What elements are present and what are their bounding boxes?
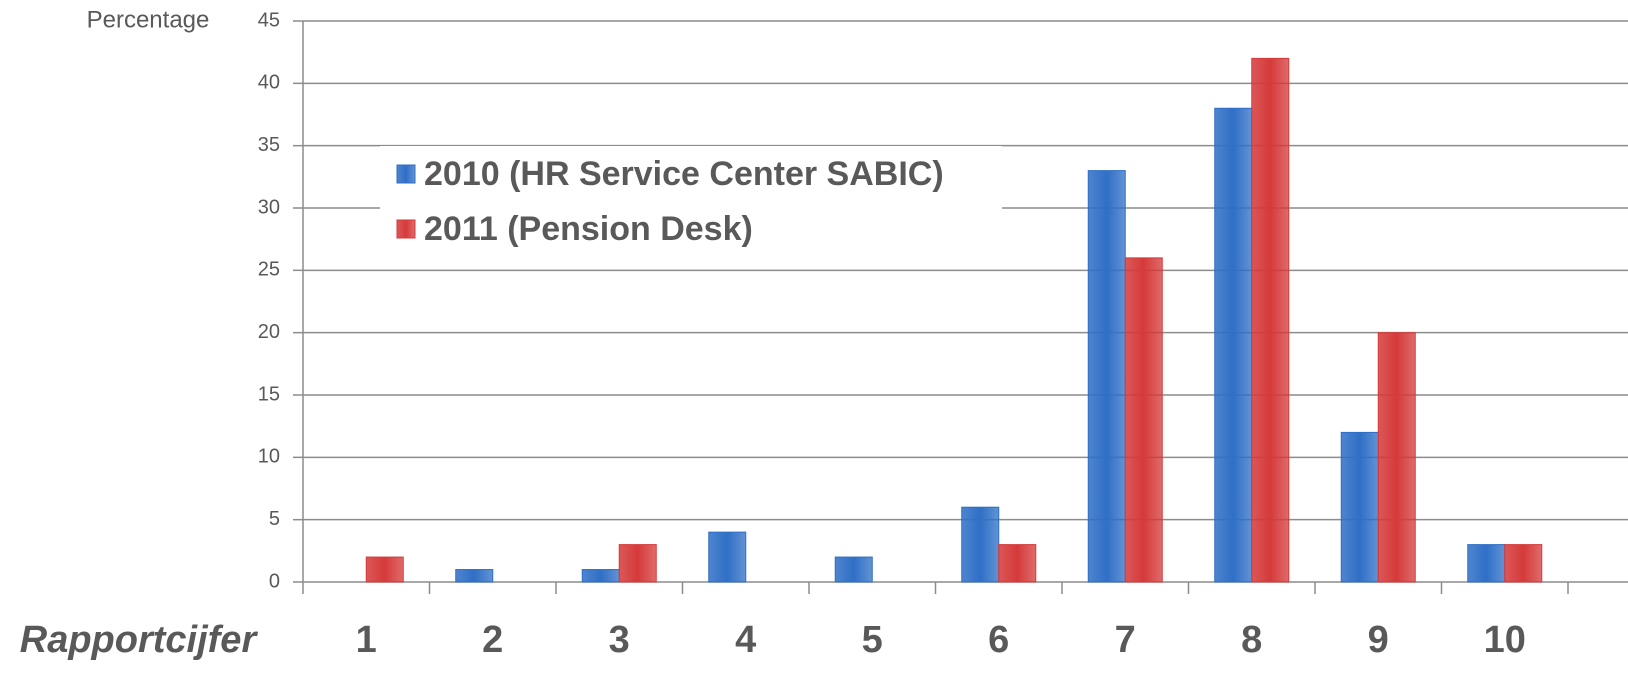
bar xyxy=(998,544,1037,583)
bar xyxy=(1340,431,1379,583)
bar xyxy=(365,556,404,583)
legend-swatch xyxy=(396,219,416,239)
bar xyxy=(1214,107,1253,583)
y-axis-label: Percentage xyxy=(87,6,210,33)
y-tick-label: 10 xyxy=(258,446,280,468)
y-tick-label: 45 xyxy=(258,9,280,31)
x-tick-label: 8 xyxy=(1241,619,1262,661)
y-tick-label: 25 xyxy=(258,259,280,281)
legend-box xyxy=(380,146,1002,256)
legend-swatch xyxy=(396,164,416,184)
x-tick-label: 9 xyxy=(1368,619,1389,661)
y-tick-label: 5 xyxy=(269,508,280,530)
bar xyxy=(1087,170,1126,583)
bar xyxy=(1467,544,1506,583)
y-tick-label: 35 xyxy=(258,134,280,156)
bar xyxy=(1251,57,1290,583)
y-tick-label: 40 xyxy=(258,72,280,94)
legend-label: 2010 (HR Service Center SABIC) xyxy=(424,155,944,193)
legend-label: 2011 (Pension Desk) xyxy=(424,210,753,248)
y-tick-label: 0 xyxy=(269,570,280,592)
bar xyxy=(455,569,494,583)
bar xyxy=(961,506,1000,583)
x-tick-label: 6 xyxy=(988,619,1009,661)
bar xyxy=(1377,332,1416,583)
x-tick-label: 5 xyxy=(862,619,883,661)
bar xyxy=(708,531,747,583)
y-tick-label: 30 xyxy=(258,196,280,218)
x-tick-label: 10 xyxy=(1484,619,1526,661)
bar xyxy=(834,556,873,583)
x-tick-label: 1 xyxy=(356,619,377,661)
x-axis-label: Rapportcijfer xyxy=(20,619,259,661)
x-tick-label: 2 xyxy=(482,619,503,661)
y-tick-label: 15 xyxy=(258,383,280,405)
x-tick-label: 4 xyxy=(735,619,756,661)
y-tick-label: 20 xyxy=(258,321,280,343)
bar xyxy=(1124,257,1163,583)
bar xyxy=(618,544,657,583)
x-tick-label: 3 xyxy=(609,619,630,661)
x-tick-label: 7 xyxy=(1115,619,1136,661)
bar xyxy=(1504,544,1543,583)
bar xyxy=(581,569,620,583)
